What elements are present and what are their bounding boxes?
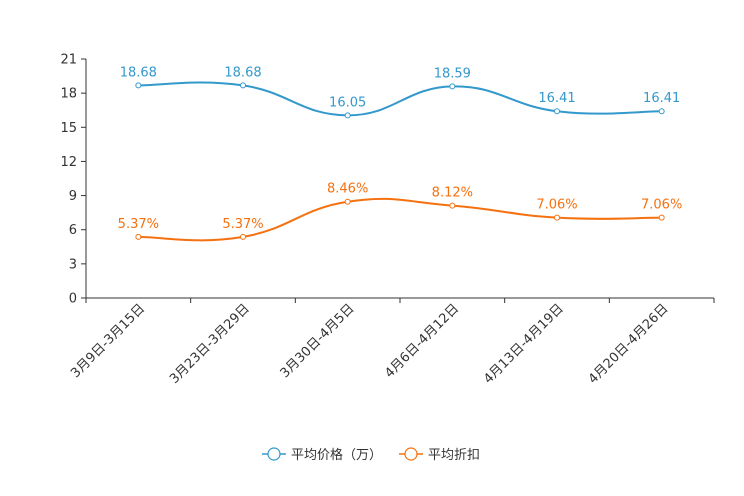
series-0: 18.68 18.68 16.05 18.59 16.41 16.41 xyxy=(120,65,680,119)
data-point[interactable] xyxy=(658,214,665,221)
legend-marker-icon xyxy=(404,447,418,461)
x-tick-label: 4月13日-4月19日 xyxy=(481,301,567,387)
series-line xyxy=(138,81,662,117)
data-point[interactable] xyxy=(449,202,456,209)
x-tick-label: 3月23日-3月29日 xyxy=(167,301,253,387)
legend: 平均价格（万） 平均折扣 xyxy=(262,447,480,463)
y-tick-label: 9 xyxy=(69,189,77,204)
data-label: 5.37% xyxy=(222,217,263,232)
y-tick-label: 15 xyxy=(60,121,77,136)
data-point[interactable] xyxy=(344,112,351,119)
y-tick-label: 3 xyxy=(69,257,77,272)
x-tick-label: 3月30日-4月5日 xyxy=(278,301,358,381)
data-label: 18.68 xyxy=(224,65,261,80)
y-tick-label: 0 xyxy=(69,292,77,307)
data-point[interactable] xyxy=(135,233,142,240)
series-line xyxy=(138,197,662,242)
legend-marker-icon xyxy=(267,447,281,461)
data-point[interactable] xyxy=(135,82,142,89)
data-label: 8.12% xyxy=(432,186,473,201)
y-tick-label: 18 xyxy=(60,87,77,102)
legend-label: 平均折扣 xyxy=(428,448,480,463)
data-label: 7.06% xyxy=(536,198,577,213)
data-point[interactable] xyxy=(240,233,246,240)
data-label: 16.41 xyxy=(643,91,680,106)
data-label: 18.59 xyxy=(434,66,471,81)
data-point[interactable] xyxy=(554,214,560,221)
legend-item-0[interactable]: 平均价格（万） xyxy=(262,447,382,463)
data-label: 16.41 xyxy=(538,91,575,106)
data-label: 8.46% xyxy=(327,182,368,197)
y-tick-label: 21 xyxy=(60,53,77,68)
y-tick-label: 6 xyxy=(69,223,77,238)
series-1: 5.37% 5.37% 8.46% 8.12% 7.06% 7.06% xyxy=(118,182,682,242)
data-label: 5.37% xyxy=(118,217,159,232)
data-point[interactable] xyxy=(449,83,456,90)
data-point[interactable] xyxy=(240,82,246,89)
data-label: 18.68 xyxy=(120,65,157,80)
data-point[interactable] xyxy=(658,108,665,115)
data-point[interactable] xyxy=(554,108,560,115)
y-axis: 0 3 6 9 12 15 18 21 xyxy=(60,53,87,307)
x-axis: 3月9日-3月15日 3月23日-3月29日 3月30日-4月5日 4月6日-4月12… xyxy=(68,297,715,387)
legend-label: 平均价格（万） xyxy=(291,447,382,463)
data-label: 16.05 xyxy=(329,95,366,110)
y-tick-label: 12 xyxy=(60,155,77,170)
x-tick-label: 3月9日-3月15日 xyxy=(68,301,148,381)
legend-item-1[interactable]: 平均折扣 xyxy=(399,447,480,463)
x-tick-label: 4月20日-4月26日 xyxy=(586,301,672,387)
x-tick-label: 4月6日-4月12日 xyxy=(382,301,462,381)
data-point[interactable] xyxy=(344,198,351,205)
data-label: 7.06% xyxy=(641,198,682,213)
